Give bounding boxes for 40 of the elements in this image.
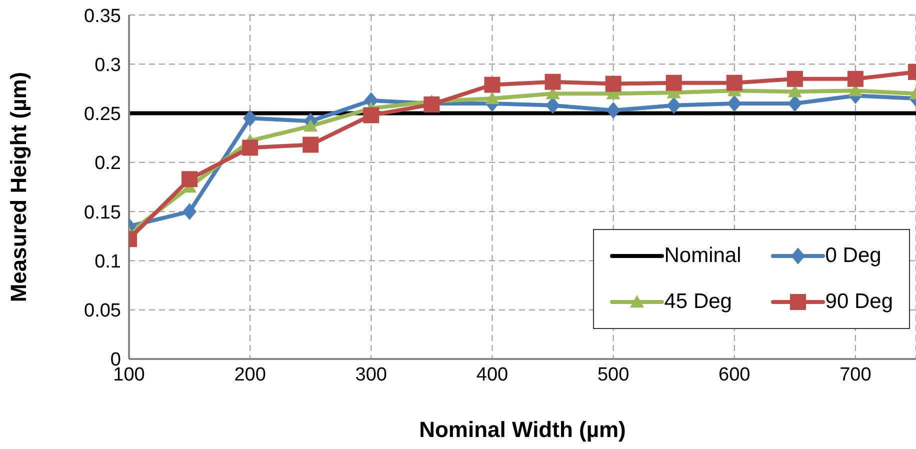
point <box>666 74 682 91</box>
y-axis-title: Measured Height (µm) <box>6 72 31 302</box>
x-axis-title: Nominal Width (µm) <box>419 417 626 442</box>
point <box>544 74 561 90</box>
point <box>788 95 802 112</box>
point <box>484 76 500 93</box>
y-tick-label: 0.35 <box>84 6 121 27</box>
point <box>605 76 622 92</box>
point <box>485 92 500 104</box>
point <box>726 74 742 91</box>
y-tick-label: 0.2 <box>94 153 121 174</box>
point <box>546 97 560 114</box>
x-tick-label: 500 <box>597 364 630 386</box>
legend-label: 45 Deg <box>664 290 732 314</box>
point <box>666 97 681 114</box>
point <box>606 102 620 119</box>
point <box>182 171 198 188</box>
y-tick-label: 0.25 <box>84 104 121 126</box>
legend-label: 90 Deg <box>825 290 893 314</box>
x-tick-label: 600 <box>718 364 750 386</box>
point <box>788 84 802 98</box>
x-tick-label: 400 <box>476 364 508 386</box>
point <box>304 119 318 132</box>
y-tick-label: 0.05 <box>84 300 121 322</box>
x-tick-label: 300 <box>355 364 388 386</box>
point <box>727 95 742 112</box>
point <box>302 136 319 153</box>
x-tick-label: 700 <box>840 364 872 386</box>
legend-label: 0 Deg <box>825 244 882 268</box>
legend-label: Nominal <box>664 244 742 268</box>
y-tick-label: 0.1 <box>94 251 121 272</box>
point <box>243 110 258 127</box>
point <box>847 70 864 87</box>
y-tick-label: 0.3 <box>94 54 121 76</box>
point <box>242 140 258 156</box>
point <box>182 203 197 220</box>
point <box>363 107 380 124</box>
y-tick-label: 0.15 <box>84 202 121 224</box>
point <box>786 70 803 87</box>
x-tick-label: 200 <box>234 364 266 386</box>
